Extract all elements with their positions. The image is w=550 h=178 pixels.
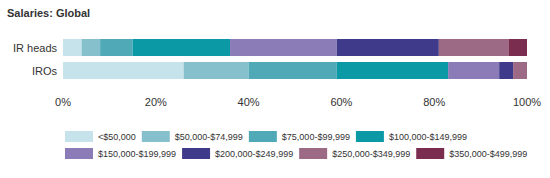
svg-text:60%: 60% <box>330 96 352 108</box>
svg-text:$100,000-$149,999: $100,000-$149,999 <box>389 132 467 142</box>
svg-text:20%: 20% <box>145 96 167 108</box>
svg-text:$50,000-$74,999: $50,000-$74,999 <box>175 132 243 142</box>
svg-text:$200,000-$249,999: $200,000-$249,999 <box>215 149 293 159</box>
svg-text:<$50,000: <$50,000 <box>98 132 136 142</box>
svg-text:IROs: IROs <box>32 65 58 77</box>
svg-text:IR heads: IR heads <box>13 42 58 54</box>
svg-text:$350,000-$499,999: $350,000-$499,999 <box>449 149 527 159</box>
svg-text:$75,000-$99,999: $75,000-$99,999 <box>282 132 350 142</box>
svg-text:Salaries: Global: Salaries: Global <box>7 7 90 19</box>
svg-text:80%: 80% <box>423 96 445 108</box>
svg-text:0%: 0% <box>55 96 71 108</box>
svg-text:100%: 100% <box>513 96 541 108</box>
svg-text:$250,000-$349,999: $250,000-$349,999 <box>332 149 410 159</box>
svg-text:$150,000-$199,999: $150,000-$199,999 <box>98 149 176 159</box>
svg-text:40%: 40% <box>238 96 260 108</box>
